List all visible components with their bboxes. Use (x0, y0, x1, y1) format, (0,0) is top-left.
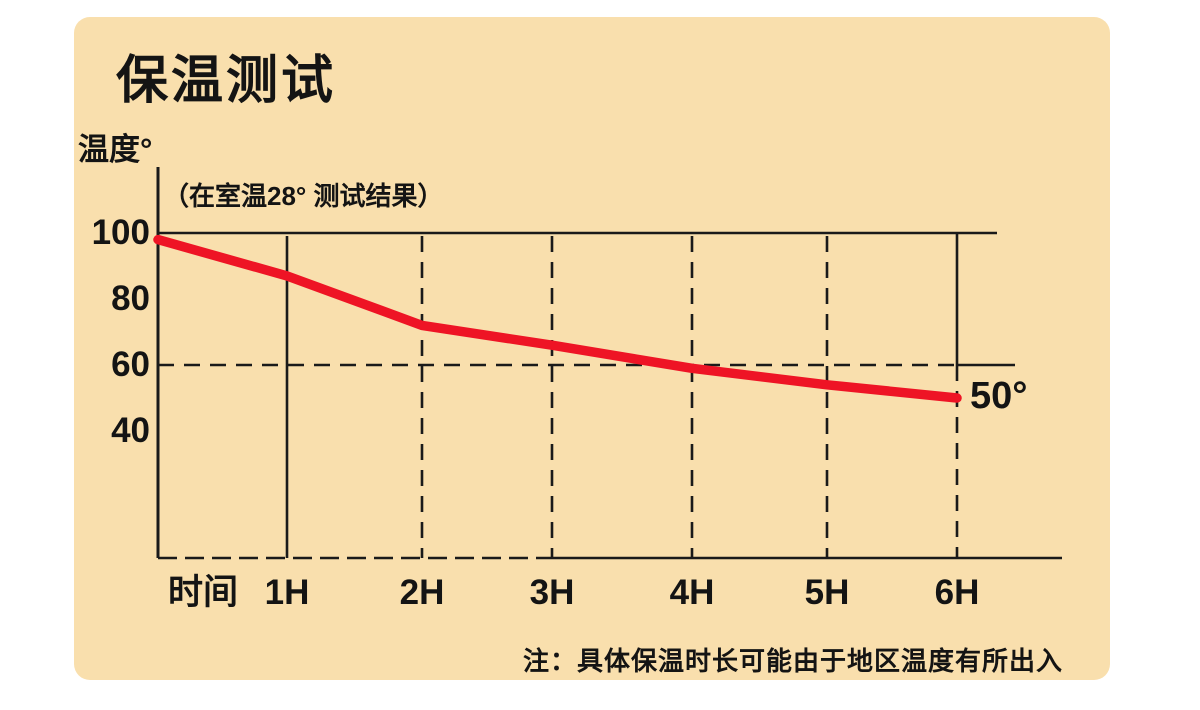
y-axis-title: 温度° (78, 132, 153, 167)
y-tick-label: 80 (111, 279, 150, 318)
y-tick-label: 100 (91, 213, 150, 252)
x-tick-label: 3H (529, 573, 575, 612)
curve-end-value-label: 50° (970, 375, 1028, 417)
x-tick-label: 6H (934, 573, 980, 612)
x-tick-label: 2H (399, 573, 445, 612)
temperature-curve (153, 234, 962, 403)
page-title: 保温测试 (116, 52, 337, 110)
y-tick-label: 40 (111, 411, 150, 450)
y-tick-label: 60 (111, 345, 150, 384)
x-tick-label: 4H (669, 573, 715, 612)
footnote: 注：具体保温时长可能由于地区温度有所出入 (522, 646, 1063, 676)
chart-subtitle: （在室温28° 测试结果） (163, 181, 444, 211)
x-tick-label: 5H (804, 573, 850, 612)
x-axis-label: 时间 (167, 573, 239, 612)
x-tick-label: 1H (264, 573, 310, 612)
